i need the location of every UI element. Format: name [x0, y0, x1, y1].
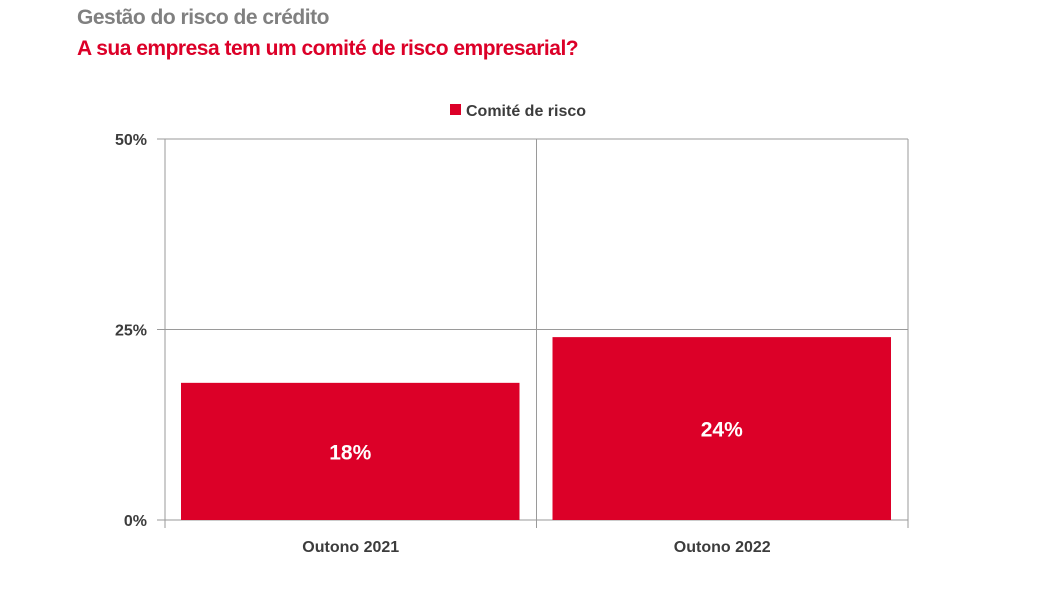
y-tick-label: 0%	[124, 513, 147, 530]
bar	[181, 382, 520, 520]
legend-label: Comité de risco	[466, 103, 586, 120]
data-label: 24%	[701, 419, 743, 442]
x-tick-label: Outono 2021	[302, 539, 399, 556]
chart-title: A sua empresa tem um comité de risco emp…	[77, 37, 579, 60]
legend-swatch	[450, 104, 461, 115]
bar	[552, 337, 891, 520]
data-label: 18%	[329, 441, 371, 464]
y-tick-label: 25%	[115, 323, 147, 340]
y-tick-label: 50%	[115, 132, 147, 149]
chart-supertitle: Gestão do risco de crédito	[77, 6, 329, 29]
x-tick-label: Outono 2022	[674, 539, 771, 556]
